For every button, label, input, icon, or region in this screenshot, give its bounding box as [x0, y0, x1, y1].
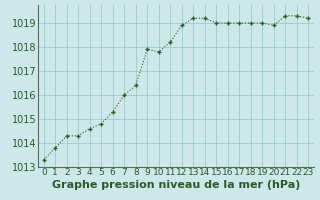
X-axis label: Graphe pression niveau de la mer (hPa): Graphe pression niveau de la mer (hPa) [52, 180, 300, 190]
